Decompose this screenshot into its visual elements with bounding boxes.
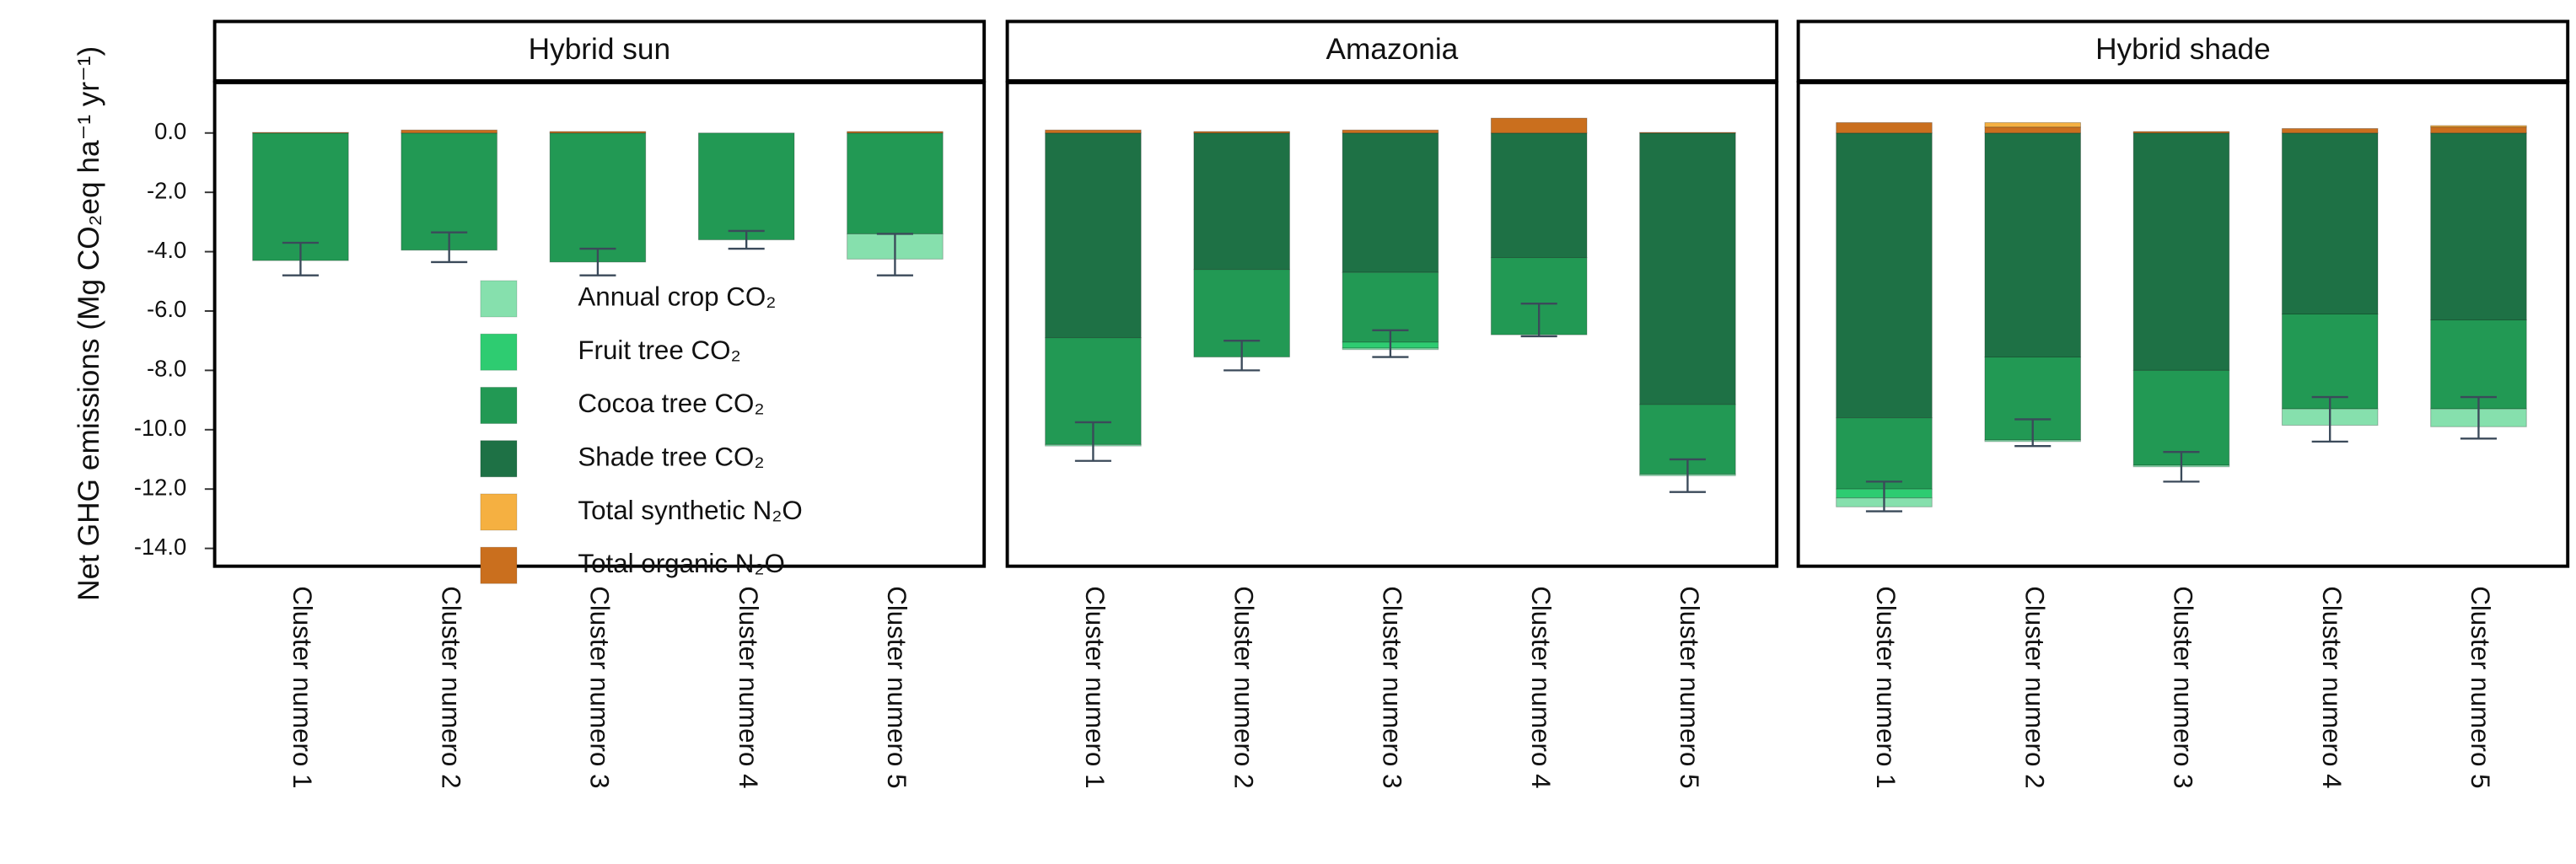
x-tick-label: Cluster numero 1 — [1080, 586, 1110, 788]
error-bar — [728, 229, 765, 250]
bar-segment — [1984, 121, 2081, 128]
bar-segment — [2132, 369, 2230, 466]
x-tick-label: Cluster numero 5 — [2466, 586, 2495, 788]
x-tick-label: Cluster numero 4 — [1526, 586, 1556, 788]
bar-segment — [1490, 132, 1588, 259]
facet-title: Hybrid sun — [529, 33, 671, 66]
bar-segment — [1045, 132, 1142, 339]
error-bar — [1074, 421, 1111, 462]
facet-strip — [212, 19, 987, 83]
bar-segment — [1836, 417, 1933, 490]
x-tick-label: Cluster numero 1 — [1871, 586, 1901, 788]
legend-label: Fruit tree CO₂ — [578, 335, 740, 365]
y-tick-label: -8.0 — [147, 356, 186, 382]
y-tick-label: -2.0 — [147, 177, 186, 203]
bar-segment — [401, 132, 497, 251]
bar-segment — [549, 132, 647, 263]
bar-segment — [252, 131, 349, 134]
bar-segment — [2281, 127, 2379, 134]
error-bar — [579, 247, 616, 276]
facet-strip — [1796, 19, 2570, 83]
bar-segment — [1193, 132, 1290, 271]
legend-swatch — [480, 280, 518, 318]
bar-segment — [2132, 132, 2230, 371]
x-tick-label: Cluster numero 5 — [882, 586, 912, 788]
error-bar — [1372, 329, 1409, 358]
bar-segment — [2430, 132, 2527, 321]
bar-segment — [2281, 314, 2379, 410]
x-tick-label: Cluster numero 2 — [1229, 586, 1258, 788]
x-tick-label: Cluster numero 2 — [436, 586, 465, 788]
bar-segment — [1836, 121, 1933, 134]
error-bar — [1223, 340, 1261, 372]
y-axis-label: Net GHG emissions (Mg CO₂eq ha⁻¹ yr⁻¹) — [73, 46, 105, 601]
bar-segment — [252, 132, 349, 261]
x-tick-label: Cluster numero 3 — [1378, 586, 1407, 788]
bar-segment — [847, 131, 944, 134]
legend-label: Annual crop CO₂ — [578, 282, 776, 312]
legend-swatch — [480, 333, 518, 371]
bar-segment — [1984, 126, 2081, 134]
y-tick-label: -10.0 — [134, 415, 186, 441]
x-tick-label: Cluster numero 2 — [2019, 586, 2049, 788]
error-bar — [1669, 458, 1706, 493]
y-tick-label: -14.0 — [134, 534, 186, 560]
x-tick-label: Cluster numero 4 — [2317, 586, 2347, 788]
error-bar — [431, 231, 468, 264]
x-tick-label: Cluster numero 3 — [2169, 586, 2198, 788]
x-tick-label: Cluster numero 1 — [288, 586, 317, 788]
bar-segment — [1342, 132, 1439, 273]
bar-segment — [1639, 132, 1736, 405]
error-bar — [282, 241, 319, 276]
bar-segment — [2430, 125, 2527, 128]
bar-segment — [1490, 117, 1588, 134]
error-bar — [1520, 303, 1557, 338]
legend-label: Shade tree CO₂ — [578, 443, 764, 472]
bar-segment — [1836, 132, 1933, 419]
facet-title: Hybrid shade — [2095, 33, 2271, 66]
x-tick-label: Cluster numero 5 — [1675, 586, 1704, 788]
y-tick-label: 0.0 — [154, 118, 186, 144]
bar-segment — [697, 132, 795, 240]
legend-swatch — [480, 440, 518, 478]
y-tick-label: -12.0 — [134, 474, 186, 500]
error-bar — [2311, 395, 2348, 443]
error-bar — [1865, 480, 1902, 512]
x-tick-label: Cluster numero 3 — [585, 586, 615, 788]
error-bar — [2460, 395, 2497, 440]
legend-label: Cocoa tree CO₂ — [578, 389, 764, 418]
bar-segment — [2430, 126, 2527, 134]
bar-segment — [1193, 131, 1290, 134]
bar-segment — [549, 131, 647, 134]
bar-segment — [2281, 132, 2379, 314]
bar-segment — [847, 132, 944, 234]
bar-segment — [1639, 131, 1736, 134]
facet-title: Amazonia — [1326, 33, 1459, 66]
x-tick-label: Cluster numero 4 — [734, 586, 763, 788]
legend-label: Total synthetic N₂O — [578, 496, 802, 525]
bar-segment — [401, 129, 497, 134]
bar-segment — [2430, 319, 2527, 410]
bar-segment — [1984, 132, 2081, 358]
y-tick-label: -6.0 — [147, 296, 186, 322]
legend-swatch — [480, 546, 518, 584]
bar-segment — [1342, 129, 1439, 134]
bar-segment — [2132, 131, 2230, 134]
legend-swatch — [480, 386, 518, 425]
legend-swatch — [480, 493, 518, 531]
y-tick-label: -4.0 — [147, 237, 186, 263]
legend-label: Total organic N₂O — [578, 549, 784, 578]
error-bar — [876, 233, 913, 276]
error-bar — [2163, 451, 2200, 483]
bar-segment — [1045, 129, 1142, 134]
error-bar — [2014, 418, 2052, 448]
